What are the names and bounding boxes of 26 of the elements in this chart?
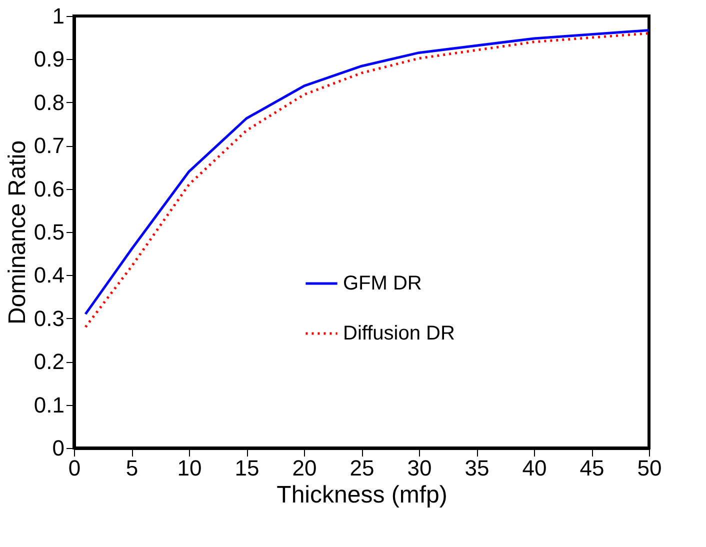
y-tick-label: 0.1 bbox=[34, 392, 64, 418]
legend-label: Diffusion DR bbox=[343, 322, 455, 344]
x-tick-label: 0 bbox=[68, 456, 81, 480]
x-tick-label: 5 bbox=[126, 456, 138, 480]
x-tick-label: 15 bbox=[234, 456, 260, 480]
y-tick-label: 0.5 bbox=[34, 220, 64, 244]
x-tick-label: 40 bbox=[522, 456, 547, 480]
y-tick-label: 1 bbox=[52, 4, 64, 28]
x-tick-label: 25 bbox=[350, 456, 374, 480]
y-tick-label: 0 bbox=[52, 436, 64, 460]
y-tick-label: 0.2 bbox=[34, 349, 64, 374]
legend-label: GFM DR bbox=[343, 272, 422, 294]
x-tick-label: 10 bbox=[177, 456, 202, 480]
x-axis-title: Thickness (mfp) bbox=[276, 482, 448, 508]
y-tick-label: 0.3 bbox=[34, 306, 64, 331]
y-tick-label: 0.9 bbox=[34, 46, 64, 72]
x-tick-label: 35 bbox=[464, 456, 490, 480]
y-axis-title: Dominance Ratio bbox=[4, 140, 31, 325]
x-tick-label: 45 bbox=[580, 456, 604, 480]
x-tick-label: 20 bbox=[292, 456, 317, 480]
y-tick-label: 0.7 bbox=[34, 133, 64, 158]
y-tick-label: 0.4 bbox=[34, 262, 64, 288]
y-tick-label: 0.8 bbox=[34, 90, 64, 115]
x-tick-label: 30 bbox=[407, 456, 432, 480]
y-tick-label: 0.6 bbox=[34, 176, 64, 202]
x-tick-label: 50 bbox=[637, 456, 662, 480]
